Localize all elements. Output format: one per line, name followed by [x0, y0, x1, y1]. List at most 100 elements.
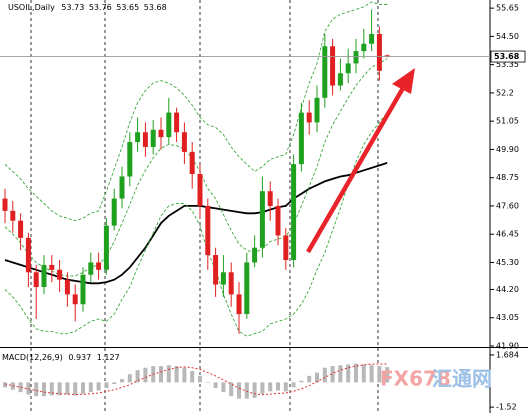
- current-price-label: 53.68: [494, 52, 520, 61]
- candle-body: [41, 264, 47, 288]
- candle-body: [135, 132, 141, 143]
- header: USOIL,Daily 53.73 53.76 53.65 53.68: [8, 3, 167, 12]
- candle-body: [345, 63, 351, 74]
- macd-header: MACD(12,26,9) 0.937 1.127: [2, 353, 120, 362]
- macd-bar: [268, 382, 273, 392]
- macd-bar: [104, 382, 109, 389]
- macd-bar: [26, 382, 31, 395]
- macd-bar: [135, 370, 140, 383]
- candle-body: [306, 112, 312, 123]
- candle-body: [72, 294, 78, 305]
- macd-bar: [221, 382, 226, 393]
- candle-body: [213, 255, 219, 285]
- macd-bar: [88, 382, 93, 393]
- candle-body: [197, 174, 203, 206]
- macd-bar: [49, 382, 54, 396]
- y-tick-label: 53.35: [496, 60, 519, 69]
- macd-bar: [330, 366, 335, 383]
- watermark-name: 汇通网: [432, 367, 492, 391]
- y-tick-label: 52.2: [496, 88, 514, 97]
- macd-bar: [159, 366, 163, 383]
- candle-body: [127, 142, 133, 177]
- macd-bar: [244, 382, 249, 399]
- signal-value: 1.127: [97, 353, 120, 362]
- macd-bar: [307, 375, 312, 383]
- macd-bar: [213, 382, 218, 389]
- candle-body: [33, 272, 39, 288]
- macd-bar: [57, 382, 62, 396]
- macd-bar: [276, 382, 280, 391]
- macd-bar: [237, 382, 241, 399]
- macd-bar: [260, 382, 265, 394]
- macd-bar: [166, 365, 171, 383]
- candle-body: [376, 33, 382, 71]
- macd-bar: [34, 382, 39, 397]
- macd-bar: [369, 365, 374, 383]
- macd-title: MACD(12,26,9): [2, 353, 63, 362]
- macd-bar: [65, 382, 70, 395]
- candle-body: [361, 43, 367, 52]
- symbol: USOIL,Daily: [8, 3, 55, 12]
- macd-bar: [112, 382, 117, 384]
- macd-bar: [354, 363, 358, 383]
- macd-bar: [283, 382, 288, 392]
- macd-bar: [315, 372, 319, 383]
- candle-body: [384, 55, 390, 57]
- candle-body: [252, 247, 258, 263]
- candle-body: [103, 225, 109, 270]
- macd-signal: [4, 363, 388, 396]
- macd-bar: [127, 374, 132, 383]
- candle-body: [369, 33, 375, 44]
- candle-body: [64, 279, 70, 295]
- macd-bar: [252, 382, 257, 398]
- y-tick-label: 55.65: [496, 4, 519, 13]
- candle-body: [314, 97, 320, 123]
- y-tick-label: 47.60: [496, 201, 519, 210]
- candle-body: [322, 46, 328, 98]
- macd-bar: [143, 367, 148, 383]
- candle-body: [150, 129, 156, 147]
- macd-bar: [18, 382, 23, 393]
- candle-body: [119, 176, 125, 199]
- y-tick-label: 44.20: [496, 285, 519, 294]
- y-tick-label: 41.90: [496, 342, 519, 351]
- current-price-box: [490, 50, 526, 63]
- low: 53.65: [116, 3, 139, 12]
- bollinger-band: [4, 58, 388, 277]
- y-tick-label: 45.30: [496, 258, 519, 267]
- candle-body: [205, 205, 211, 256]
- y-tick-label: 49.90: [496, 145, 519, 154]
- candle-body: [337, 73, 343, 86]
- candle-body: [236, 294, 242, 315]
- y-tick-label: 43.05: [496, 313, 519, 322]
- candle-body: [2, 198, 8, 211]
- candle-body: [181, 132, 187, 152]
- macd-bar: [120, 379, 124, 383]
- open: 53.73: [61, 3, 84, 12]
- macd-bar: [182, 367, 187, 383]
- macd-bar: [385, 367, 390, 383]
- arrow: [306, 68, 415, 254]
- macd-bar: [346, 364, 351, 383]
- candle-body: [220, 272, 226, 285]
- candle-body: [18, 220, 24, 238]
- macd-bar: [81, 382, 85, 394]
- candle-body: [96, 262, 102, 270]
- candle-body: [267, 191, 273, 206]
- watermark-brand: FX678: [380, 367, 451, 391]
- candle-body: [298, 112, 304, 165]
- candle-body: [189, 151, 195, 174]
- candle-body: [142, 132, 148, 147]
- macd-bar: [377, 366, 382, 383]
- candle-body: [244, 262, 250, 315]
- macd-bar: [229, 382, 234, 397]
- candle-body: [25, 237, 31, 273]
- candle-body: [353, 51, 359, 64]
- macd-bar: [299, 380, 304, 383]
- candle-body: [259, 191, 265, 248]
- y-tick-label: 51.05: [496, 117, 519, 126]
- close: 53.68: [144, 3, 167, 12]
- macd-bar: [174, 366, 179, 383]
- y-tick-label: 54.50: [496, 32, 519, 41]
